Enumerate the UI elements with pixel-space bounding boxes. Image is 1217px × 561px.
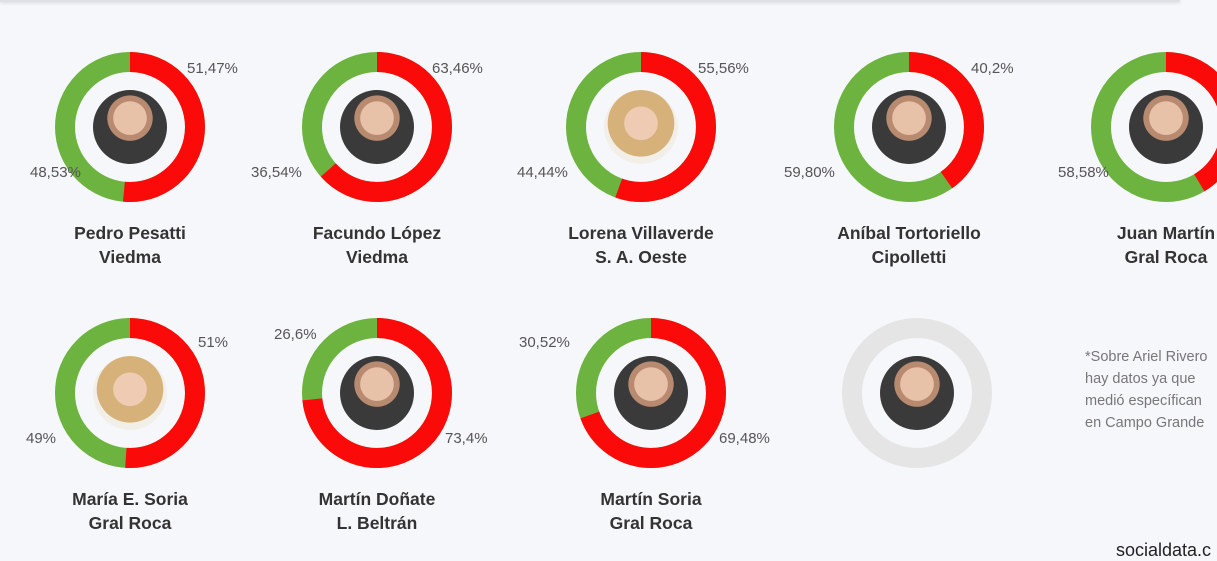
candidate-label: Martín Doñate L. Beltrán xyxy=(267,487,487,535)
candidate-photo xyxy=(1129,90,1203,164)
candidate-name: Martín Soria xyxy=(600,489,702,509)
footnote-line: *Sobre Ariel Rivero xyxy=(1085,349,1208,365)
green-label: 30,52% xyxy=(519,334,570,351)
candidate-photo xyxy=(604,90,678,164)
red-label: 63,46% xyxy=(432,60,483,77)
green-label: 58,58% xyxy=(1058,164,1109,181)
green-label: 48,53% xyxy=(30,164,81,181)
green-label: 26,6% xyxy=(274,326,317,343)
candidate-name: Lorena Villaverde xyxy=(568,223,714,243)
candidate-city: Gral Roca xyxy=(1124,247,1208,267)
red-label: 51% xyxy=(198,334,229,351)
candidate-name: Juan Martín xyxy=(1116,223,1216,243)
candidate-name: Pedro Pesatti xyxy=(74,223,186,243)
donut-chart xyxy=(566,52,716,202)
green-label: 59,80% xyxy=(784,164,835,181)
brand-watermark: socialdata.c xyxy=(1116,540,1212,560)
candidate-city: Viedma xyxy=(99,247,161,267)
candidate-label: María E. Soria Gral Roca xyxy=(20,487,240,535)
candidate-name: Facundo López xyxy=(312,223,442,243)
donut-chart xyxy=(1091,52,1217,202)
candidate-photo xyxy=(872,90,946,164)
candidate-label: Martín Soria Gral Roca xyxy=(541,487,761,535)
candidate-city: Gral Roca xyxy=(609,513,693,533)
donut-chart xyxy=(842,318,992,468)
candidate-photo xyxy=(340,356,414,430)
red-slice xyxy=(55,318,205,468)
candidate-photo xyxy=(93,356,167,430)
footnote-line: medió específican xyxy=(1085,393,1202,409)
red-slice xyxy=(302,318,452,468)
candidate-photo xyxy=(614,356,688,430)
candidate-photo xyxy=(93,90,167,164)
red-label: 51,47% xyxy=(187,60,238,77)
candidate-photo xyxy=(880,356,954,430)
donut-chart xyxy=(576,318,726,468)
candidate-city: L. Beltrán xyxy=(336,513,418,533)
candidate-label: Facundo López Viedma xyxy=(267,221,487,269)
donut-chart xyxy=(55,52,205,202)
no-data-ring xyxy=(842,318,992,468)
donut-chart xyxy=(302,52,452,202)
red-slice xyxy=(566,52,716,202)
footnote: *Sobre Ariel Rivero hay datos ya que med… xyxy=(1085,346,1208,434)
candidate-city: Cipolletti xyxy=(871,247,947,267)
red-label: 73,4% xyxy=(445,430,488,447)
red-slice xyxy=(576,318,726,468)
top-divider xyxy=(0,0,1180,2)
candidate-city: S. A. Oeste xyxy=(595,247,687,267)
candidate-label: Aníbal Tortoriello Cipolletti xyxy=(799,221,1019,269)
footnote-line: en Campo Grande xyxy=(1085,415,1205,431)
green-label: 36,54% xyxy=(251,164,302,181)
candidate-label: Pedro Pesatti Viedma xyxy=(20,221,240,269)
red-slice xyxy=(834,52,984,202)
candidate-name: Aníbal Tortoriello xyxy=(837,223,981,243)
donut-chart xyxy=(834,52,984,202)
donut-chart xyxy=(302,318,452,468)
red-label: 69,48% xyxy=(719,430,770,447)
green-label: 49% xyxy=(26,430,57,447)
green-label: 44,44% xyxy=(517,164,568,181)
candidate-label: Juan Martín Gral Roca xyxy=(1056,221,1217,269)
footnote-line: hay datos ya que xyxy=(1085,371,1196,387)
candidate-photo xyxy=(340,90,414,164)
red-slice xyxy=(302,52,452,202)
candidate-name: María E. Soria xyxy=(72,489,188,509)
red-label: 40,2% xyxy=(971,60,1014,77)
candidate-name: Martín Doñate xyxy=(318,489,436,509)
red-label: 55,56% xyxy=(698,60,749,77)
candidate-label: Lorena Villaverde S. A. Oeste xyxy=(531,221,751,269)
red-slice xyxy=(55,52,205,202)
candidate-city: Gral Roca xyxy=(88,513,172,533)
red-slice xyxy=(1091,52,1217,202)
candidate-city: Viedma xyxy=(346,247,408,267)
donut-chart xyxy=(55,318,205,468)
